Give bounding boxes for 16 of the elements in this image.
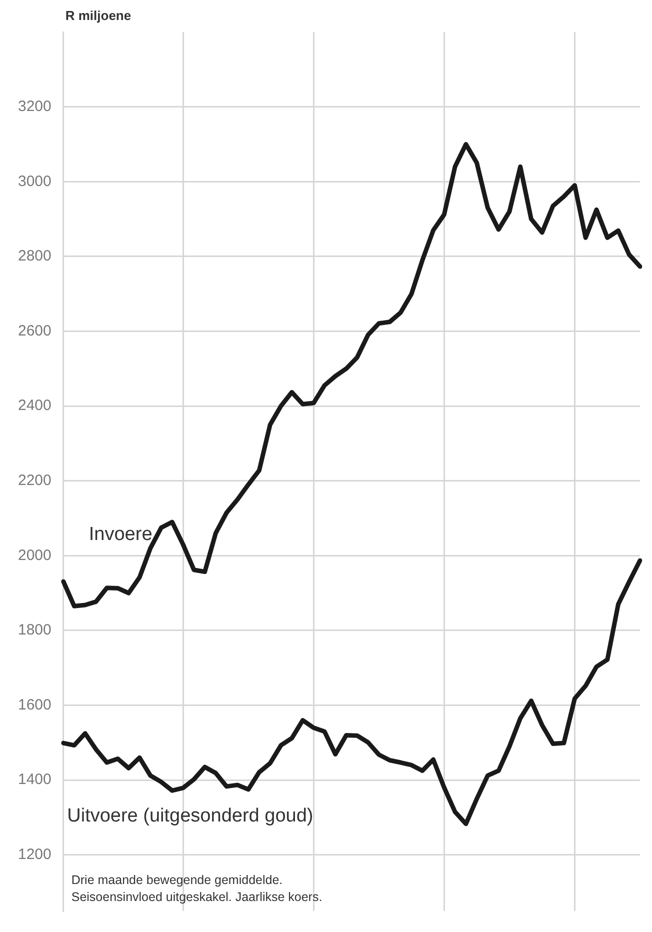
y-axis-title: R miljoene (65, 8, 132, 23)
y-tick-label: 3000 (18, 172, 52, 190)
series-label: Uitvoere (uitgesonderd goud) (67, 805, 314, 826)
y-tick-label: 2400 (18, 397, 52, 414)
y-tick-label: 2200 (18, 472, 52, 489)
y-tick-label: 2800 (18, 248, 52, 265)
y-tick-label: 2000 (18, 546, 52, 564)
y-tick-label: 2600 (18, 322, 52, 340)
y-tick-label: 1400 (18, 771, 52, 788)
y-tick-label: 1800 (18, 622, 52, 639)
y-tick-label: 1600 (18, 696, 52, 714)
series-label: Invoere (88, 524, 152, 545)
y-tick-label: 3200 (18, 98, 52, 115)
annotation: Drie maande bewegende gemiddelde. (71, 873, 283, 887)
y-tick-label: 1200 (18, 846, 52, 864)
annotation: Seisoensinvloed uitgeskakel. Jaarlikse koers. (71, 890, 322, 904)
